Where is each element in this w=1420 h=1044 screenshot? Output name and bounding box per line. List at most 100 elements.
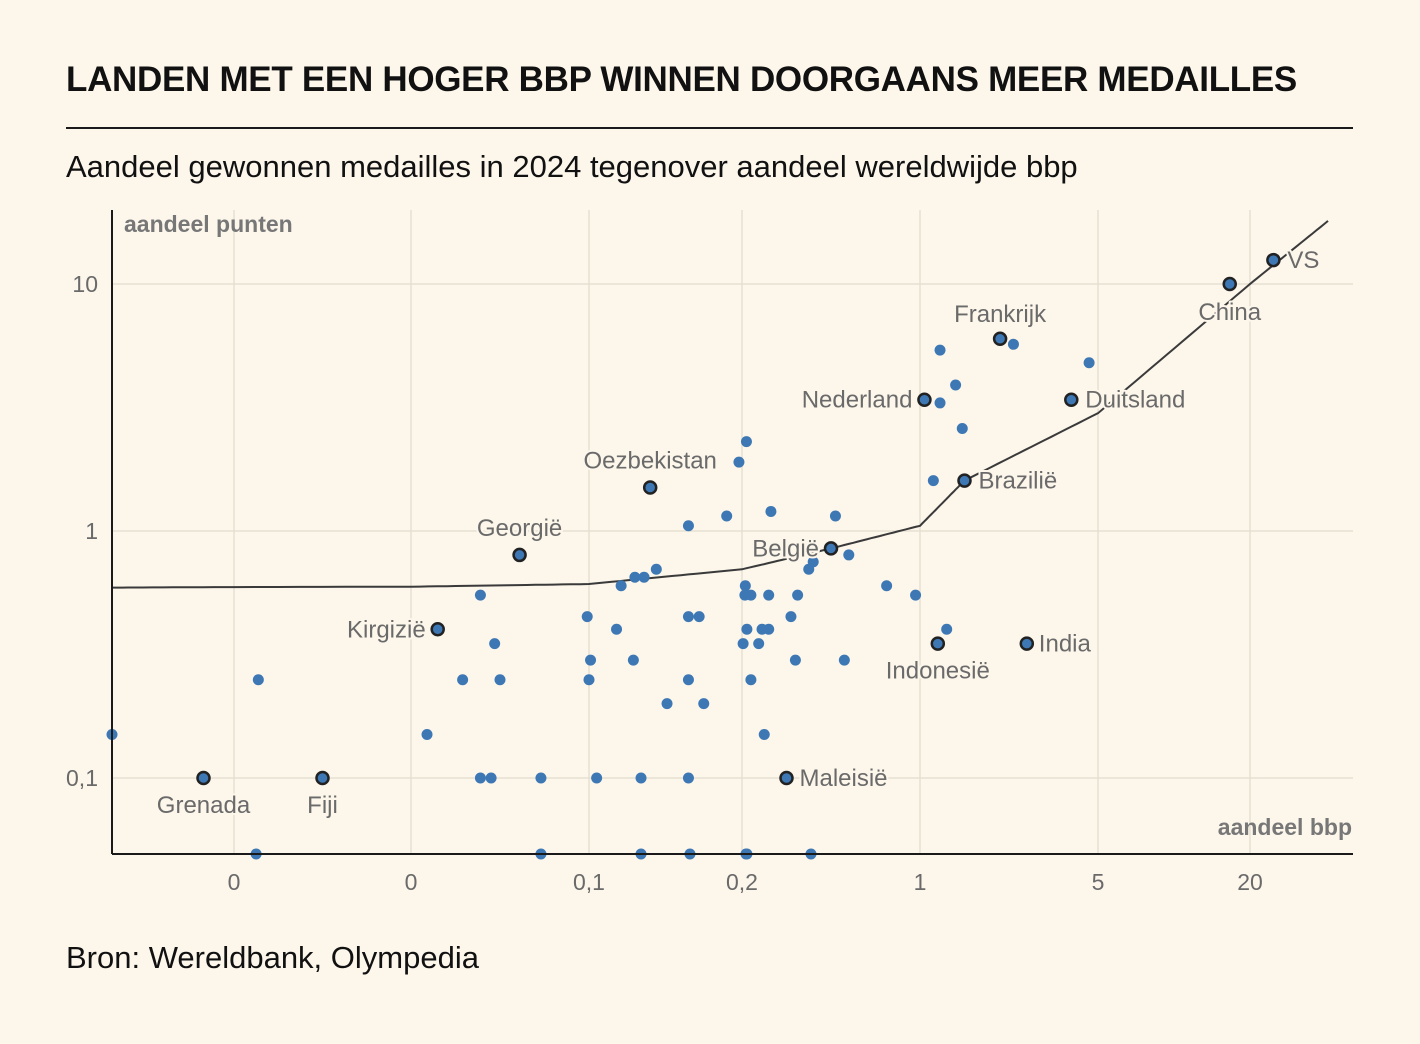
data-point [763,623,775,635]
data-point [740,436,752,448]
highlighted-point [430,622,445,637]
data-point [934,397,946,409]
data-point [1007,338,1019,350]
highlighted-point [642,480,658,495]
data-point [956,423,968,435]
highlighted-point [779,770,794,786]
gridlines [112,210,1353,854]
data-point [843,549,855,561]
chart-subtitle: Aandeel gewonnen medailles in 2024 tegen… [66,149,1078,184]
highlighted-point [1266,252,1281,268]
country-label: VS [1287,247,1319,274]
data-points [106,338,1095,860]
data-point [682,520,694,532]
data-point [474,589,486,601]
data-point [941,623,953,635]
data-point [638,571,650,583]
highlighted-point [196,770,211,786]
highlighted-point [1019,636,1035,651]
data-point [829,510,841,522]
country-label: Georgië [477,515,562,542]
title-divider [66,127,1353,129]
data-point [765,505,777,517]
x-tick-label: 0 [405,869,418,895]
data-point [698,698,710,710]
data-point [635,772,647,784]
country-label: Brazilië [979,468,1058,495]
country-label: Frankrijk [954,301,1047,328]
data-point [611,623,623,635]
y-tick-label: 0,1 [66,765,98,791]
data-point [693,611,705,623]
source-note: Bron: Wereldbank, Olympedia [66,940,479,975]
highlighted-points [196,252,1281,786]
data-point [721,510,733,522]
data-point [745,674,757,686]
country-label: Indonesië [886,658,990,685]
x-tick-label: 0 [228,869,241,895]
highlighted-point [957,473,972,488]
data-point [421,729,433,741]
data-point [881,580,893,592]
highlighted-point [315,770,330,786]
trend-line [112,220,1329,589]
data-point [792,589,804,601]
country-label: Kirgizië [347,616,426,643]
x-tick-label: 5 [1092,869,1105,895]
highlighted-point [512,547,527,563]
x-tick-label: 1 [914,869,927,895]
country-label: Maleisië [800,765,888,792]
data-point [650,563,662,575]
x-tick-label: 0,1 [573,869,605,895]
country-label: Nederland [802,387,913,414]
x-axis-title: aandeel bbp [1218,814,1352,840]
highlighted-point [823,541,839,556]
highlighted-point [930,636,946,651]
data-point [910,589,922,601]
highlighted-point [1222,276,1237,292]
data-point [535,772,547,784]
data-point [682,772,694,784]
data-point [585,654,597,666]
data-point [661,698,673,710]
country-label: Fiji [307,792,338,819]
data-point [581,611,593,623]
data-point [745,589,757,601]
data-point [457,674,469,686]
country-labels: VS China Frankrijk Duitsland Nederland Brazil… [155,245,1322,821]
x-tick-label: 20 [1237,869,1263,895]
data-point [838,654,850,666]
country-label: Oezbekistan [583,448,716,475]
data-point [485,772,497,784]
data-point [753,638,765,650]
data-point [494,674,506,686]
data-point [252,674,264,686]
data-point [474,772,486,784]
data-point [807,556,819,568]
x-tick-label: 0,2 [726,869,758,895]
country-label: Grenada [157,792,251,819]
data-point [733,456,745,468]
chart-title: LANDEN MET EEN HOGER BBP WINNEN DOORGAAN… [66,60,1297,99]
data-point [489,638,501,650]
data-point [629,571,641,583]
country-label: China [1198,299,1261,326]
country-label: België [752,535,819,562]
data-point [934,344,946,356]
data-point [950,379,962,391]
highlighted-point [992,331,1008,347]
data-point [758,729,770,741]
data-point [583,674,595,686]
data-point [615,580,627,592]
data-point [789,654,801,666]
y-tick-label: 1 [85,518,98,544]
data-point [682,611,694,623]
data-point [737,638,749,650]
y-axis-title: aandeel punten [124,211,293,237]
data-point [739,580,751,592]
data-point [627,654,639,666]
data-point [927,475,939,487]
data-point [1083,357,1095,369]
data-point [591,772,603,784]
